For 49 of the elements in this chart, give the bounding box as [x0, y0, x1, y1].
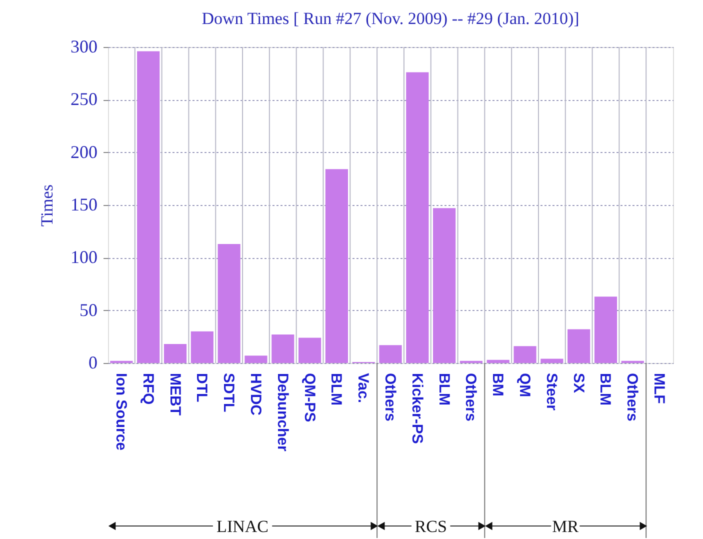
x-tick-label: HVDC: [246, 373, 264, 416]
y-tick-label: 200: [70, 142, 98, 162]
bar: [433, 208, 456, 363]
y-tick-label: 250: [70, 89, 98, 110]
bar: [568, 329, 590, 363]
x-tick-label: Others: [462, 373, 480, 422]
text: RCS: [414, 517, 447, 536]
y-axis-title: Times: [38, 184, 56, 226]
bar: [218, 244, 240, 363]
x-tick-label: Others: [382, 373, 398, 422]
y-tick-label: 50: [80, 300, 98, 320]
y-tick-label: 300: [70, 36, 98, 56]
x-tick-label: MEBT: [166, 373, 184, 416]
x-tick-label: MLF: [650, 373, 668, 404]
x-tick-label: Others: [624, 373, 641, 422]
x-tick-label: Ion Source: [112, 373, 130, 451]
bar: [272, 334, 294, 363]
bar: [594, 296, 618, 363]
x-tick-label: Steer: [542, 373, 560, 411]
x-tick-label: Kicker-PS: [408, 373, 426, 444]
x-tick-label: SX: [570, 373, 587, 394]
bar: [164, 344, 187, 363]
x-tick-label: SDTL: [220, 373, 238, 412]
x-tick-label: Debuncher: [274, 373, 291, 452]
x-tick-label: DTL: [193, 373, 210, 402]
y-tick-label: 150: [70, 194, 98, 214]
bar: [406, 72, 429, 363]
bar: [486, 360, 510, 363]
x-tick-label: BLM: [596, 373, 614, 406]
x-tick-label: RFQ: [139, 373, 156, 405]
x-tick-label: BM: [489, 373, 506, 396]
bar: [325, 169, 348, 363]
bar: [244, 356, 268, 363]
bar: [137, 51, 160, 363]
x-tick-label: BLM: [328, 373, 345, 406]
chart-title: Down Times [ Run #27 (Nov. 2009) -- #29 (Jan. 2010)]: [202, 9, 580, 28]
y-tick-label: 0: [88, 352, 98, 372]
text: MR: [552, 517, 580, 536]
bar: [190, 331, 214, 363]
bar: [298, 338, 322, 363]
x-tick-label: QM: [516, 373, 534, 398]
bar: [379, 345, 402, 363]
x-tick-label: BLM: [435, 373, 452, 406]
text: LINAC: [216, 517, 268, 536]
x-tick-label: QM-PS: [300, 373, 318, 422]
y-tick-label: 100: [70, 247, 98, 268]
bar: [540, 358, 564, 363]
bar: [514, 346, 536, 363]
x-tick-label: Vac.: [354, 373, 372, 404]
